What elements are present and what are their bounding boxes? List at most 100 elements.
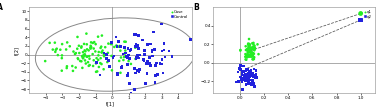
Point: [249, 52, 255, 54]
Text: B: B: [194, 3, 199, 12]
Point: [88, 42, 94, 43]
Point: [118, 46, 124, 47]
Point: [149, 51, 155, 53]
Point: [84, 33, 90, 34]
Point: [246, 55, 253, 56]
Point: [245, 69, 251, 71]
Point: [166, 50, 172, 52]
Point: [243, 80, 249, 81]
Point: [94, 71, 100, 72]
Point: [237, 69, 243, 71]
Point: [63, 49, 69, 50]
Point: [251, 49, 257, 50]
Point: [252, 85, 258, 87]
Point: [239, 81, 245, 82]
Point: [59, 54, 65, 56]
Point: [243, 45, 249, 47]
Point: [107, 66, 113, 67]
Point: [118, 66, 124, 68]
Point: [64, 67, 70, 69]
Point: [169, 56, 175, 58]
Point: [243, 84, 249, 85]
Point: [134, 54, 140, 56]
Point: [248, 51, 254, 52]
Point: [99, 63, 105, 65]
Point: [245, 77, 251, 79]
Point: [86, 65, 92, 67]
Point: [247, 72, 253, 74]
Point: [250, 55, 256, 57]
Point: [53, 49, 59, 51]
Point: [105, 43, 112, 44]
Point: [82, 50, 88, 52]
Point: [245, 49, 251, 51]
Point: [115, 73, 121, 75]
Point: [70, 70, 76, 72]
Point: [77, 60, 83, 62]
Point: [127, 50, 133, 52]
Point: [91, 48, 97, 49]
Point: [246, 72, 253, 74]
Point: [72, 53, 78, 55]
Point: [101, 52, 107, 54]
Point: [128, 92, 134, 94]
Point: [73, 67, 79, 68]
Point: [67, 45, 73, 47]
Point: [117, 45, 123, 47]
Legend: q1, q2: q1, q2: [363, 9, 373, 20]
Point: [143, 83, 149, 84]
Point: [253, 70, 259, 72]
Point: [243, 73, 249, 75]
Point: [243, 78, 249, 79]
Point: [132, 47, 138, 49]
Point: [73, 52, 79, 54]
Point: [42, 60, 48, 62]
Point: [249, 58, 256, 60]
Point: [147, 65, 153, 66]
Point: [132, 68, 138, 70]
Point: [93, 63, 99, 64]
Point: [244, 57, 250, 58]
Point: [251, 45, 257, 47]
Point: [249, 46, 256, 48]
Point: [162, 56, 168, 58]
Point: [249, 74, 256, 75]
Point: [96, 51, 102, 53]
Point: [248, 48, 254, 50]
Point: [64, 42, 70, 43]
Point: [133, 43, 139, 45]
Point: [76, 52, 82, 54]
Point: [247, 71, 253, 73]
Point: [120, 59, 126, 61]
Point: [133, 58, 139, 60]
Point: [94, 62, 100, 64]
Point: [158, 23, 164, 25]
Point: [52, 51, 58, 53]
Point: [249, 48, 255, 49]
Point: [242, 70, 248, 72]
Point: [137, 69, 143, 70]
Point: [244, 78, 250, 80]
Point: [101, 54, 107, 56]
Point: [246, 56, 252, 58]
Point: [246, 81, 252, 83]
Point: [109, 69, 115, 71]
Point: [121, 56, 127, 58]
Point: [128, 49, 134, 50]
Point: [116, 46, 122, 48]
Point: [249, 80, 255, 81]
Point: [247, 73, 253, 75]
Point: [251, 56, 257, 58]
Point: [50, 49, 56, 50]
Point: [99, 52, 105, 53]
Point: [242, 56, 248, 58]
Point: [251, 49, 257, 51]
Point: [239, 70, 245, 72]
Point: [81, 54, 87, 56]
Point: [247, 71, 253, 72]
Point: [91, 59, 97, 61]
Point: [358, 13, 364, 14]
Point: [132, 72, 138, 74]
Point: [152, 48, 158, 50]
Point: [243, 68, 249, 70]
